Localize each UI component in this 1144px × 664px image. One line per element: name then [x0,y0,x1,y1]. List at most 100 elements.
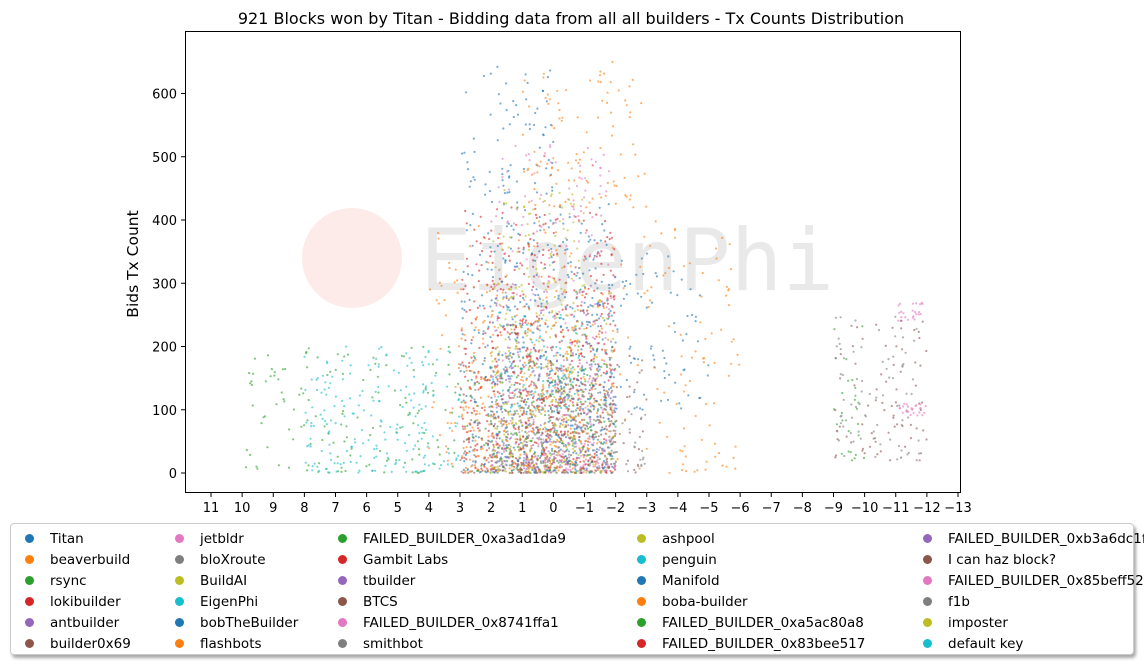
data-point [552,253,555,256]
data-point [496,139,499,142]
data-point [463,456,466,459]
data-point [546,346,549,349]
legend-label: tbuilder [363,572,416,589]
legend-marker [175,534,184,543]
data-point [563,374,566,377]
data-point [370,414,373,417]
scatter-chart: 921 Blocks won by Titan - Bidding data f… [124,9,972,516]
data-point [557,390,560,393]
data-point [902,405,905,408]
data-point [354,441,357,444]
data-point [495,302,498,305]
data-point [595,213,598,216]
data-point [564,391,567,394]
data-point [496,317,499,320]
data-point [539,454,543,458]
data-point [528,465,531,468]
data-point [864,414,867,417]
data-point [532,464,535,468]
data-point [573,435,577,438]
data-point [915,327,918,330]
legend-item: ashpool [623,528,865,549]
data-point [640,295,643,298]
data-point [540,317,544,320]
legend-marker [338,576,347,585]
data-point [542,438,545,441]
data-point [537,445,540,448]
data-point [900,316,903,319]
data-point [518,456,521,459]
data-point [611,346,614,349]
data-point [547,249,550,252]
data-point [553,461,556,464]
data-point [396,423,399,426]
data-point [509,455,512,458]
data-point [482,74,485,77]
data-point [578,439,581,442]
data-point [554,371,558,374]
data-point [564,444,567,447]
y-tick-label: 600 [152,88,177,103]
data-point [472,355,476,358]
data-point [495,376,498,379]
data-point [573,315,576,318]
data-point [504,82,508,85]
data-point [461,417,464,420]
data-point [424,355,427,358]
data-point [526,346,529,349]
data-point [845,358,848,361]
data-point [492,282,495,285]
data-point [557,436,561,439]
data-point [650,286,653,289]
data-point [569,432,572,435]
data-point [569,202,572,205]
data-point [501,280,504,283]
x-tick-label: 2 [487,501,495,516]
data-point [593,355,596,358]
data-point [476,419,479,422]
data-point [588,377,591,380]
data-point [465,222,468,225]
data-point [530,411,533,415]
data-point [562,240,565,244]
data-point [532,281,535,284]
data-point [486,327,490,330]
data-point [531,410,534,413]
data-point [421,361,424,364]
data-point [477,331,481,334]
data-point [911,309,914,312]
data-point [610,382,614,386]
data-point [912,411,915,414]
data-point [521,90,525,93]
data-point [457,382,460,385]
data-point [488,423,491,426]
data-point [375,447,378,450]
data-point [673,330,677,333]
data-point [563,426,566,429]
data-point [494,347,497,350]
data-point [493,384,496,387]
data-point [576,291,579,294]
data-point [427,464,430,467]
data-point [857,401,860,404]
data-point [518,395,522,398]
data-point [474,318,477,321]
data-point [586,309,589,312]
data-point [600,433,603,436]
data-point [900,449,903,452]
data-point [647,305,650,309]
data-point [576,401,579,405]
data-point [473,329,476,332]
data-point [414,444,417,447]
data-point [549,145,552,149]
data-point [594,303,597,306]
data-point [560,391,563,394]
data-point [537,350,540,353]
data-point [477,372,480,375]
data-point [839,422,843,425]
y-axis-label: Bids Tx Count [124,210,142,317]
data-point [542,248,545,251]
data-point [462,408,465,412]
data-point [598,74,602,77]
data-point [514,347,517,350]
